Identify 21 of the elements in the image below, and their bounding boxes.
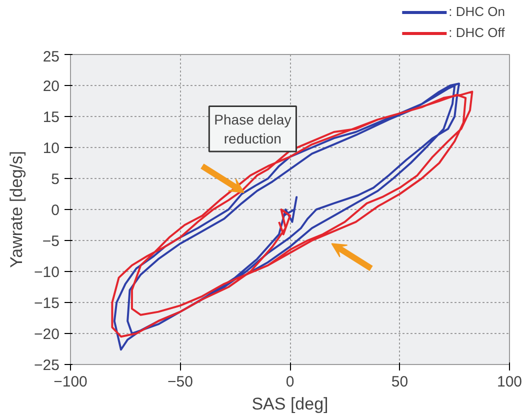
y-tick-label: 15	[42, 109, 60, 126]
legend-label: : DHC Off	[448, 25, 505, 40]
y-tick-label: 25	[42, 48, 60, 66]
y-tick-label: −25	[34, 357, 60, 374]
x-tick-label: 100	[496, 374, 522, 390]
y-tick-label: −15	[34, 295, 60, 312]
x-tick-label: −50	[168, 374, 193, 390]
y-axis-title: Yawrate [deg/s]	[7, 151, 26, 268]
y-tick-label: −20	[34, 326, 60, 343]
y-tick-label: 0	[51, 202, 60, 219]
y-tick-label: −10	[34, 264, 60, 281]
y-tick-label: −5	[42, 233, 60, 250]
x-tick-label: −100	[54, 374, 88, 390]
y-tick-label: 10	[42, 140, 60, 157]
annotation: Phase delay reduction	[214, 111, 292, 146]
x-axis-title: SAS [deg]	[252, 394, 328, 414]
y-tick-label: 5	[51, 171, 60, 188]
x-tick-label: 0	[286, 374, 294, 390]
x-tick-label: 50	[391, 374, 408, 390]
y-tick-label: 20	[42, 78, 60, 95]
legend-label: : DHC On	[448, 4, 505, 19]
